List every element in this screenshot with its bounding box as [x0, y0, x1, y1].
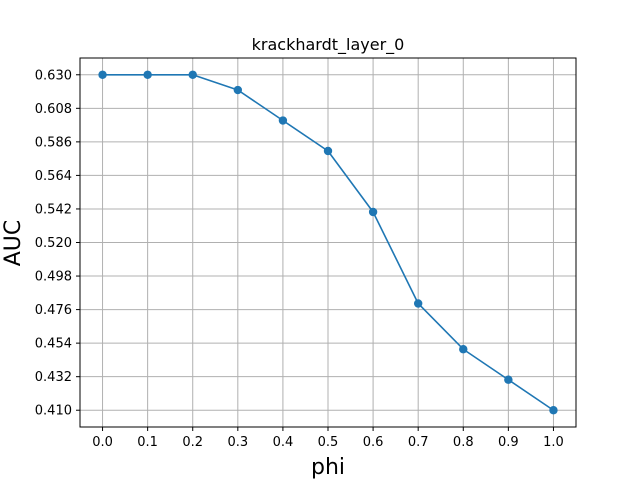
y-tick-label: 0.542 [35, 202, 72, 217]
y-tick-label: 0.520 [35, 236, 72, 251]
data-point [504, 375, 513, 384]
chart-title: krackhardt_layer_0 [252, 35, 405, 55]
x-tick-label: 0.6 [363, 435, 384, 450]
data-point [323, 146, 333, 156]
y-axis: 0.630 0.608 0.586 0.564 0.542 0.520 0.498 0.476… [35, 68, 80, 419]
y-axis-label: AUC [1, 220, 26, 267]
y-tick-label: 0.498 [35, 270, 72, 285]
data-point [459, 345, 468, 354]
data-point [549, 406, 558, 415]
data-point [413, 299, 423, 308]
x-tick-label: 0.4 [273, 435, 294, 450]
x-tick-label: 0.2 [182, 435, 203, 450]
x-tick-label: 0.8 [453, 435, 474, 450]
x-tick-label: 0.5 [318, 435, 339, 450]
y-tick-label: 0.454 [35, 337, 72, 352]
y-tick-label: 0.608 [35, 102, 72, 117]
series-layer [98, 70, 558, 415]
x-tick-label: 1.0 [543, 435, 564, 450]
data-point [368, 207, 378, 217]
y-tick-label: 0.630 [35, 68, 72, 83]
y-tick-label: 0.410 [35, 404, 72, 419]
data-point [98, 70, 107, 79]
data-point [233, 85, 243, 95]
x-tick-label: 0.7 [408, 435, 429, 450]
x-tick-label: 0.9 [498, 435, 519, 450]
y-tick-label: 0.432 [35, 370, 72, 385]
data-point [278, 116, 288, 125]
y-tick-label: 0.564 [35, 169, 72, 184]
x-tick-label: 0.0 [92, 435, 113, 450]
x-tick-label: 0.3 [227, 435, 248, 450]
data-point [143, 70, 152, 79]
x-axis-label: phi [311, 455, 345, 480]
x-axis: 0.0 0.1 0.2 0.3 0.4 0.5 0.6 0.7 0.8 0.9 1.0 [92, 427, 564, 450]
y-tick-label: 0.586 [35, 135, 72, 150]
y-tick-label: 0.476 [35, 303, 72, 318]
x-tick-label: 0.1 [137, 435, 158, 450]
data-point [188, 70, 197, 79]
